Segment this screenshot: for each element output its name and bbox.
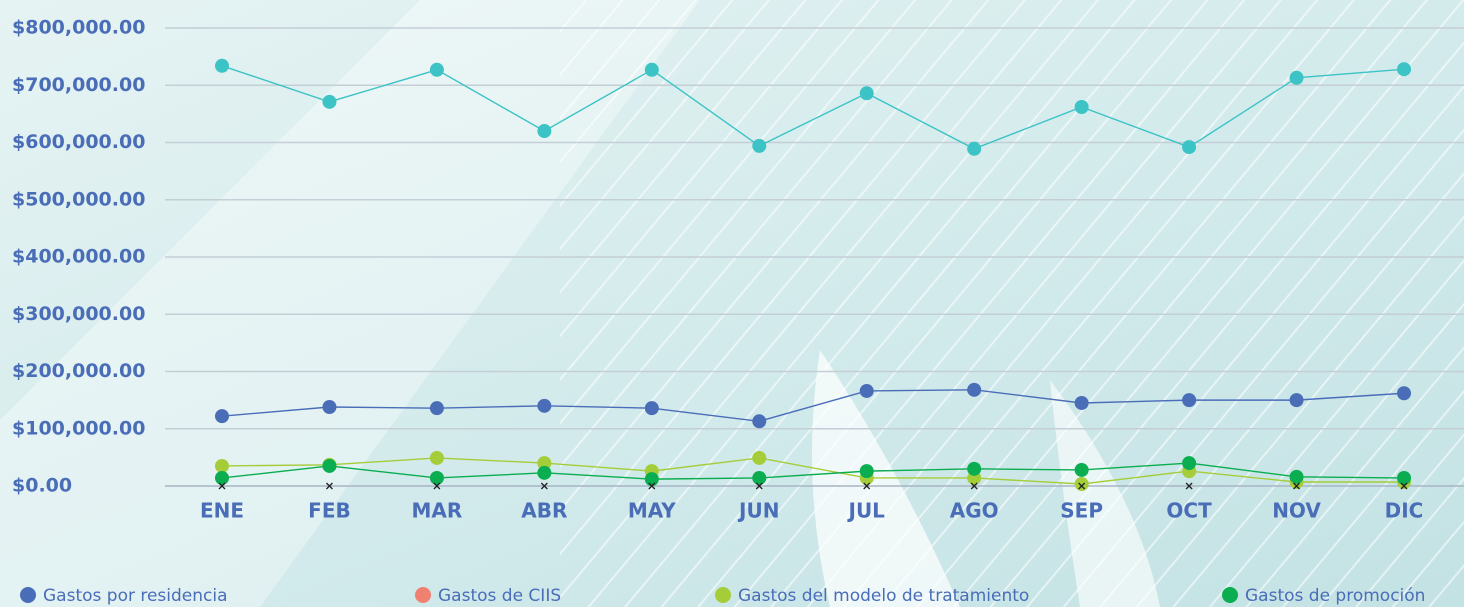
legend-label: Gastos del modelo de tratamiento bbox=[738, 586, 1029, 606]
y-tick-label: $400,000.00 bbox=[12, 246, 145, 268]
data-point bbox=[1397, 386, 1411, 400]
data-point bbox=[430, 451, 444, 465]
data-point bbox=[537, 466, 551, 480]
data-point bbox=[1075, 100, 1089, 114]
legend-marker bbox=[415, 587, 431, 603]
x-tick-label: ABR bbox=[521, 499, 567, 523]
data-point bbox=[1182, 393, 1196, 407]
data-point bbox=[1397, 62, 1411, 76]
x-tick-label: DIC bbox=[1385, 499, 1424, 523]
legend-label: Gastos por residencia bbox=[43, 586, 228, 606]
data-point bbox=[967, 383, 981, 397]
data-point bbox=[430, 471, 444, 485]
y-tick-label: $500,000.00 bbox=[12, 188, 145, 210]
y-tick-label: $200,000.00 bbox=[12, 360, 145, 382]
data-point bbox=[430, 401, 444, 415]
legend-marker bbox=[715, 587, 731, 603]
y-tick-label: $100,000.00 bbox=[12, 417, 145, 439]
legend-marker bbox=[1222, 587, 1238, 603]
x-tick-label: OCT bbox=[1166, 499, 1212, 523]
data-point bbox=[1290, 71, 1304, 85]
y-tick-label: $0.00 bbox=[12, 475, 72, 497]
x-tick-label: ENE bbox=[200, 499, 244, 523]
data-point bbox=[752, 139, 766, 153]
x-tick-label: MAR bbox=[412, 499, 463, 523]
data-point bbox=[1075, 477, 1089, 491]
data-point bbox=[1182, 456, 1196, 470]
data-point bbox=[645, 401, 659, 415]
legend-label: Gastos de CIIS bbox=[438, 586, 561, 606]
data-point bbox=[1075, 463, 1089, 477]
data-point bbox=[215, 459, 229, 473]
data-point bbox=[215, 59, 229, 73]
y-tick-label: $300,000.00 bbox=[12, 303, 145, 325]
legend-label: Gastos de promoción bbox=[1245, 586, 1425, 606]
data-point bbox=[1075, 396, 1089, 410]
y-tick-label: $700,000.00 bbox=[12, 74, 145, 96]
y-tick-label: $800,000.00 bbox=[12, 17, 145, 39]
data-point bbox=[1290, 470, 1304, 484]
chart: $0.00 $100,000.00 $200,000.00 $300,000.00 $4… bbox=[0, 0, 1464, 607]
x-tick-label: MAY bbox=[628, 499, 676, 523]
data-point bbox=[860, 384, 874, 398]
data-point bbox=[322, 400, 336, 414]
data-point bbox=[752, 471, 766, 485]
data-point bbox=[860, 464, 874, 478]
background-stripes bbox=[560, 0, 1464, 607]
page: {"chart_data": {"type": "line", "categor… bbox=[0, 0, 1464, 607]
x-tick-label: SEP bbox=[1060, 499, 1103, 523]
x-tick-label: JUL bbox=[847, 499, 886, 523]
data-point bbox=[860, 86, 874, 100]
data-point bbox=[1182, 140, 1196, 154]
data-point bbox=[752, 451, 766, 465]
data-point bbox=[537, 399, 551, 413]
data-point bbox=[430, 63, 444, 77]
data-point bbox=[215, 409, 229, 423]
x-tick-label: JUN bbox=[737, 499, 779, 523]
data-point bbox=[967, 462, 981, 476]
data-point bbox=[322, 95, 336, 109]
x-tick-label: FEB bbox=[308, 499, 351, 523]
data-point bbox=[645, 472, 659, 486]
x-tick-label: NOV bbox=[1272, 499, 1321, 523]
data-point bbox=[215, 471, 229, 485]
data-point bbox=[967, 142, 981, 156]
x-tick-label: AGO bbox=[950, 499, 999, 523]
data-point bbox=[1397, 471, 1411, 485]
data-point bbox=[537, 124, 551, 138]
data-point bbox=[752, 414, 766, 428]
data-point bbox=[645, 63, 659, 77]
legend-marker bbox=[20, 587, 36, 603]
data-point bbox=[322, 459, 336, 473]
data-point bbox=[1290, 393, 1304, 407]
y-tick-label: $600,000.00 bbox=[12, 131, 145, 153]
